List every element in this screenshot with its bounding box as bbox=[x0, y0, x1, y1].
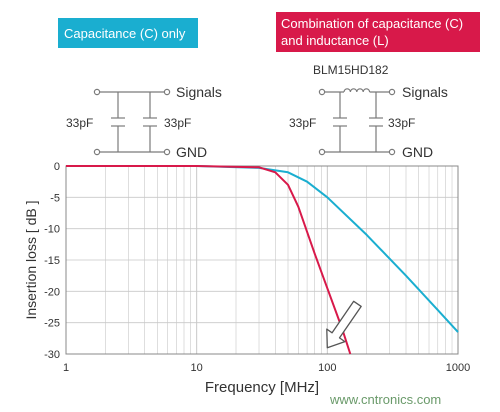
inductor-coil bbox=[343, 88, 371, 93]
y-tick-label: -20 bbox=[44, 286, 60, 298]
cap-only-header bbox=[58, 18, 198, 48]
y-tick-labels: 0 -5 -10 -15 -20 -25 -30 bbox=[44, 161, 60, 361]
y-tick-label: 0 bbox=[54, 161, 60, 173]
annotation-arrow bbox=[326, 300, 362, 349]
y-tick-label: -10 bbox=[44, 224, 60, 236]
chart-grid bbox=[66, 166, 458, 354]
y-axis-title: Insertion loss [ dB ] bbox=[23, 200, 39, 319]
x-axis-title: Frequency [MHz] bbox=[205, 379, 319, 396]
part-number-label: BLM15HD182 bbox=[313, 63, 389, 77]
watermark: www.cntronics.com bbox=[329, 392, 441, 407]
combo-gnd-label: GND bbox=[402, 144, 433, 160]
chart-series bbox=[66, 165, 459, 355]
y-tick-label: -30 bbox=[44, 349, 60, 361]
cap-only-header-text: Capacitance (C) only bbox=[64, 26, 186, 41]
cap-only-signals-label: Signals bbox=[176, 84, 222, 100]
x-tick-label: 100 bbox=[318, 362, 336, 374]
combo-header-line1: Combination of capacitance (C) bbox=[281, 16, 463, 31]
combo-left-cap-label: 33pF bbox=[289, 116, 316, 130]
cap-only-right-cap-label: 33pF bbox=[164, 116, 191, 130]
combo-signals-label: Signals bbox=[402, 84, 448, 100]
series-line-combo bbox=[66, 165, 352, 355]
combo-circuit bbox=[318, 88, 396, 156]
combo-header bbox=[276, 12, 480, 52]
x-tick-label: 1000 bbox=[446, 362, 470, 374]
y-tick-label: -5 bbox=[50, 192, 60, 204]
x-tick-label: 1 bbox=[63, 362, 69, 374]
x-tick-labels: 1 10 100 1000 bbox=[63, 362, 470, 374]
cap-only-left-cap-label: 33pF bbox=[66, 116, 93, 130]
y-tick-label: -25 bbox=[44, 318, 60, 330]
cap-only-gnd-label: GND bbox=[176, 144, 207, 160]
y-tick-label: -15 bbox=[44, 255, 60, 267]
combo-right-cap-label: 33pF bbox=[388, 116, 415, 130]
x-tick-label: 10 bbox=[191, 362, 203, 374]
combo-header-line2: and inductance (L) bbox=[281, 33, 389, 48]
cap-only-circuit bbox=[93, 88, 171, 156]
series-line-cap_only bbox=[66, 165, 459, 333]
chart-annotations bbox=[326, 300, 362, 349]
plot-frame bbox=[65, 165, 459, 355]
